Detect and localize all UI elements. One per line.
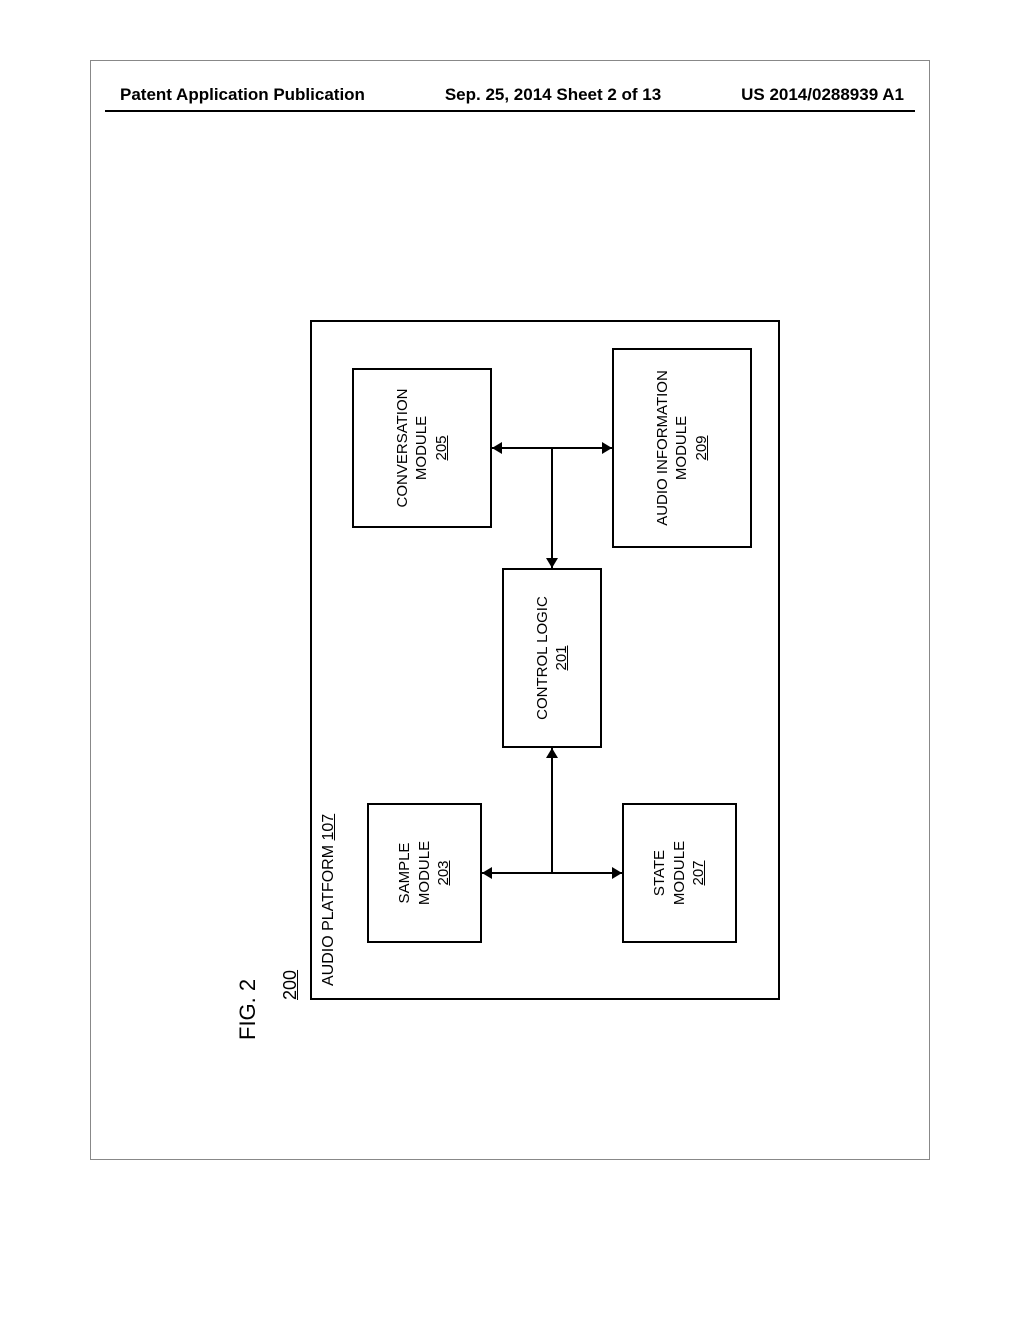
header-right: US 2014/0288939 A1 <box>741 85 904 105</box>
conversation-num: 205 <box>432 435 452 460</box>
sample-line2: MODULE <box>415 841 435 905</box>
arrow-up-conversation <box>492 442 502 454</box>
sample-module-box: SAMPLE MODULE 203 <box>367 803 482 943</box>
header-divider <box>105 110 915 112</box>
state-num: 207 <box>689 860 709 885</box>
edge-right-to-control <box>551 448 553 568</box>
arrow-up-sample <box>482 867 492 879</box>
state-line2: MODULE <box>670 841 690 905</box>
diagram-container: FIG. 2 200 AUDIO PLATFORM 107 SAMPLE MOD… <box>230 280 790 1040</box>
edge-left-to-control <box>551 748 553 873</box>
page-header: Patent Application Publication Sep. 25, … <box>0 85 1024 105</box>
state-line1: STATE <box>650 850 670 896</box>
arrow-down-audioinfo <box>602 442 612 454</box>
audio-info-module-box: AUDIO INFORMATION MODULE 209 <box>612 348 752 548</box>
ref-200: 200 <box>280 970 301 1000</box>
arrow-right-control-left <box>546 748 558 758</box>
arrow-left-control-right <box>546 558 558 568</box>
arrow-down-state <box>612 867 622 879</box>
control-num: 201 <box>552 645 572 670</box>
audio-platform-box: AUDIO PLATFORM 107 SAMPLE MODULE 203 CON… <box>310 320 780 1000</box>
platform-label-num: 107 <box>320 814 337 841</box>
conversation-line1: CONVERSATION <box>393 389 413 508</box>
control-line1: CONTROL LOGIC <box>533 596 553 720</box>
audioinfo-line2: MODULE <box>672 416 692 480</box>
conversation-module-box: CONVERSATION MODULE 205 <box>352 368 492 528</box>
header-left: Patent Application Publication <box>120 85 365 105</box>
header-center: Sep. 25, 2014 Sheet 2 of 13 <box>445 85 661 105</box>
figure-label: FIG. 2 <box>235 979 261 1040</box>
audioinfo-line1: AUDIO INFORMATION <box>653 370 673 526</box>
control-logic-box: CONTROL LOGIC 201 <box>502 568 602 748</box>
state-module-box: STATE MODULE 207 <box>622 803 737 943</box>
conversation-line2: MODULE <box>412 416 432 480</box>
sample-num: 203 <box>434 860 454 885</box>
platform-label-text: AUDIO PLATFORM <box>320 841 337 987</box>
platform-label: AUDIO PLATFORM 107 <box>320 814 338 986</box>
sample-line1: SAMPLE <box>395 843 415 904</box>
audioinfo-num: 209 <box>692 435 712 460</box>
